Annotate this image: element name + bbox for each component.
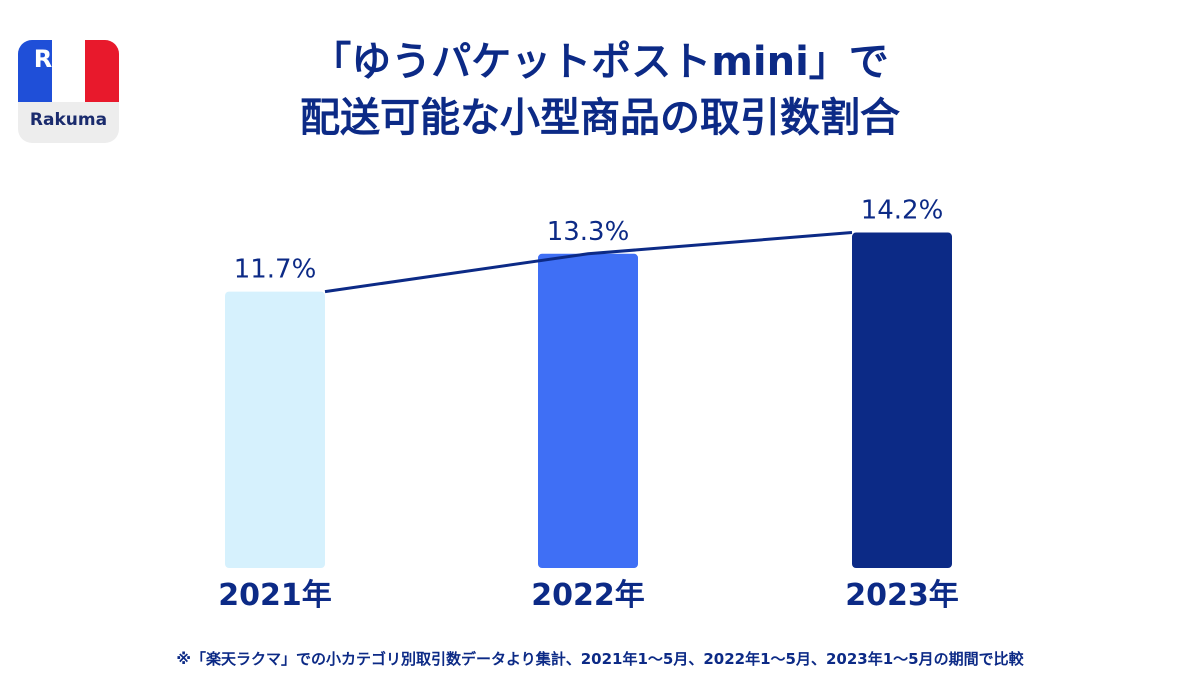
x-tick-label-3: 2023年 (845, 578, 959, 613)
rakuma-r-mark: R (33, 45, 53, 73)
data-label-1: 11.7% (234, 255, 317, 285)
x-tick-label-2: 2022年 (531, 578, 645, 613)
flag-blue-stripe (18, 40, 52, 102)
rakuma-wordmark: Rakuma (29, 110, 108, 130)
data-label-2: 13.3% (547, 217, 630, 247)
french-flag-icon (18, 40, 119, 102)
x-tick-label-1: 2021年 (218, 578, 332, 613)
bar-3 (852, 232, 952, 568)
rakuma-logo: R Rakuma (18, 40, 119, 143)
chart-subtitle: 配送可能な小型商品の取引数割合 (300, 95, 900, 141)
footnote: ※「楽天ラクマ」での小カテゴリ別取引数データより集計、2021年1〜5月、202… (176, 650, 1024, 668)
bar-2 (538, 253, 638, 569)
trend-line (324, 231, 853, 294)
data-label-3: 14.2% (861, 196, 944, 226)
flag-white-stripe (51, 40, 86, 102)
chart-title: 「ゆうパケットポストmini」で (311, 39, 889, 85)
flag-red-stripe (85, 40, 119, 102)
bar-1 (225, 291, 325, 568)
